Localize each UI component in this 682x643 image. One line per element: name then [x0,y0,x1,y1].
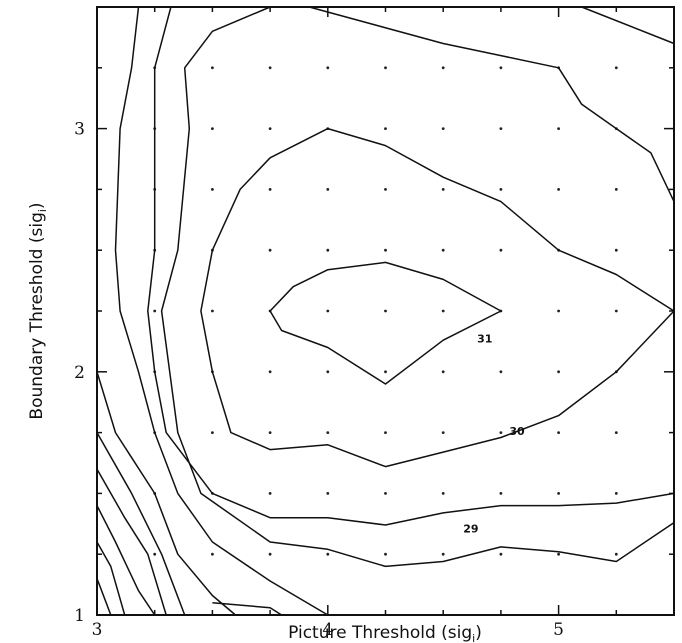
grid-dot [326,431,330,434]
contour-label-31: 31 [477,333,492,346]
x-tick-label: 5 [553,620,564,640]
grid-dot [499,188,503,191]
grid-dot [441,370,445,374]
grid-dot [211,309,214,313]
contour-line-25 [96,432,186,616]
grid-dot [326,309,330,313]
contour-line-26 [96,371,236,616]
grid-dot [499,431,503,434]
grid-dot [268,370,272,374]
grid-dot [384,309,387,313]
grid-dot [384,127,387,130]
grid-dot [614,552,618,556]
grid-dot [153,552,157,556]
grid-dot [441,66,445,70]
grid-dot [384,66,387,70]
grid-dot [268,431,272,434]
grid-dot [384,492,387,495]
grid-dot [153,309,157,313]
contour-line-27 [114,6,329,616]
grid-dot [441,248,445,252]
grid-dot [384,552,387,556]
grid-dot [384,188,387,191]
y-tick-label: 1 [74,606,85,626]
grid-dot [614,309,618,313]
grid-dot [268,66,272,70]
grid-dot [441,552,445,556]
grid-dot [268,492,272,495]
grid-dot [441,431,445,434]
grid-dot [326,552,330,556]
grid-dot [441,492,445,495]
grid-dot [614,248,618,252]
grid-dot [499,127,503,130]
contour-line-21 [96,578,112,616]
grid-dot [614,492,618,495]
grid-dot [441,127,445,130]
grid-dot [326,492,330,495]
contour-labels: 31 30 29 [463,333,525,536]
x-axis-label: Picture Threshold (sigi) [288,623,482,643]
grid-dot [499,492,503,495]
grid-dot [268,188,272,191]
x-tick-label: 3 [92,620,103,640]
grid-dot [384,370,387,374]
grid-dot [557,370,560,374]
grid-dot [384,431,387,434]
grid-dot [268,552,272,556]
grid-dot [441,309,445,313]
y-tick-label: 3 [74,120,85,140]
contour-line-20 [212,602,283,616]
y-axis-label-end: ) [27,202,47,209]
y-axis-label-subscript: i [36,209,49,212]
grid-dot [326,370,330,374]
x-axis-label-end: ) [475,623,482,643]
contour-line-20 [581,6,675,45]
contour-line-20 [309,6,675,202]
grid-dot [557,309,560,313]
contour-lines [96,6,675,616]
grid-dot [441,188,445,191]
grid-dot [614,431,618,434]
grid-dot [268,248,272,252]
grid-dot [499,552,503,556]
grid-dots [153,66,618,556]
grid-dot [557,552,560,556]
grid-dot [211,66,214,70]
grid-dot [557,492,560,495]
axis-ticks [96,7,674,616]
x-tick-label: 4 [322,620,333,640]
tick-labels: 3 4 5 1 2 3 [74,120,564,640]
grid-dot [268,127,272,130]
grid-dot [499,370,503,374]
contour-label-30: 30 [509,425,525,438]
grid-dot [326,248,330,252]
grid-dot [211,552,214,556]
grid-dot [557,188,560,191]
grid-dot [326,188,330,191]
grid-dot [499,66,503,70]
grid-dot [211,188,214,191]
grid-dot [326,66,330,70]
contour-line-29 [147,6,675,526]
contour-line-31 [269,261,502,385]
grid-dot [614,66,618,70]
y-tick-label: 2 [74,363,85,383]
grid-dot [557,127,560,130]
grid-dot [614,188,618,191]
contour-line-30 [200,127,675,468]
grid-dot [211,127,214,130]
contour-line-28 [160,6,675,568]
contour-line-22 [96,541,126,616]
grid-dot [557,431,560,434]
grid-dot [384,248,387,252]
y-axis-label: Boundary Threshold (sigi) [27,202,49,419]
grid-dot [499,248,503,252]
x-axis-label-subscript: i [472,632,475,643]
grid-dot [211,431,214,434]
contour-line-23 [96,505,156,616]
contour-line-24 [96,468,167,616]
contour-label-29: 29 [463,522,478,535]
